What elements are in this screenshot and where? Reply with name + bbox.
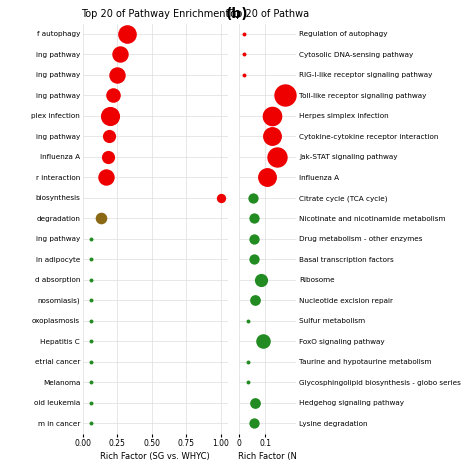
Point	[268, 112, 275, 120]
Point	[87, 399, 94, 407]
Point	[252, 297, 259, 304]
Point	[251, 255, 258, 263]
Point	[97, 215, 105, 222]
Point	[268, 133, 275, 140]
Point	[87, 379, 94, 386]
Point	[240, 30, 248, 38]
Point	[257, 276, 264, 284]
Point	[263, 173, 270, 181]
Point	[244, 379, 251, 386]
Point	[114, 71, 121, 79]
Point	[251, 215, 258, 222]
Point	[87, 297, 94, 304]
Point	[240, 51, 248, 58]
Point	[249, 194, 256, 202]
Point	[87, 337, 94, 345]
Title: Top 20 of Pathwa: Top 20 of Pathwa	[226, 9, 310, 19]
Point	[116, 51, 124, 58]
Point	[87, 419, 94, 427]
Point	[87, 255, 94, 263]
Point	[251, 419, 258, 427]
Point	[123, 30, 131, 38]
Point	[252, 399, 259, 407]
Point	[107, 112, 114, 120]
Point	[105, 153, 112, 161]
Point	[109, 91, 117, 99]
X-axis label: Rich Factor (SG vs. WHYC): Rich Factor (SG vs. WHYC)	[100, 452, 210, 461]
Point	[87, 235, 94, 243]
Point	[87, 317, 94, 325]
Point	[244, 358, 251, 366]
Point	[240, 71, 248, 79]
Point	[244, 317, 251, 325]
Point	[251, 235, 258, 243]
X-axis label: Rich Factor (N: Rich Factor (N	[238, 452, 297, 461]
Title: Top 20 of Pathway Enrichment: Top 20 of Pathway Enrichment	[81, 9, 229, 19]
Point	[259, 337, 267, 345]
Point	[273, 153, 281, 161]
Point	[281, 91, 288, 99]
Point	[105, 133, 113, 140]
Point	[87, 358, 94, 366]
Point	[102, 173, 109, 181]
Text: (b): (b)	[226, 7, 248, 21]
Point	[217, 194, 224, 202]
Point	[87, 276, 94, 284]
